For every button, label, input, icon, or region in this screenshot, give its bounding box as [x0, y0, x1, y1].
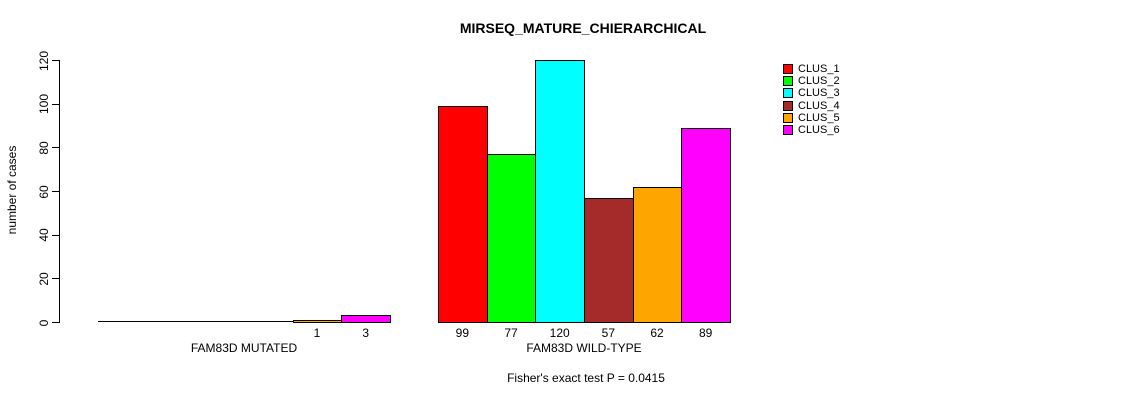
legend-label: CLUS_4	[798, 99, 840, 112]
legend-row: CLUS_3	[783, 87, 840, 99]
bar-value-label: 99	[455, 326, 470, 340]
bar-value-label: 89	[698, 326, 713, 340]
legend-swatch	[783, 100, 793, 111]
y-tick	[52, 60, 59, 61]
legend-swatch	[783, 88, 793, 99]
bar-clus_5	[632, 186, 683, 323]
y-tick-label: 20	[37, 272, 51, 286]
bar-clus_1	[438, 105, 488, 323]
bar-clus_1-zero	[98, 321, 148, 322]
legend-swatch	[783, 64, 793, 75]
y-tick	[52, 322, 59, 323]
y-tick	[52, 234, 59, 236]
bar-clus_6	[341, 315, 391, 323]
legend: CLUS_1 CLUS_2 CLUS_3 CLUS_4 CLUS_5 CLUS_6	[783, 63, 840, 136]
bar-value-label: 57	[601, 326, 616, 340]
y-tick-label: 0	[37, 319, 51, 326]
bar-clus_2-zero	[146, 321, 197, 322]
bar-value-label: 62	[650, 326, 664, 340]
bar-value-label: 120	[549, 326, 570, 340]
legend-label: CLUS_6	[798, 124, 840, 137]
fisher-test-caption: Fisher's exact test P = 0.0415	[507, 371, 665, 385]
legend-swatch	[783, 76, 793, 87]
y-tick	[52, 278, 59, 280]
bar-value-label: 77	[504, 326, 518, 340]
y-tick-label: 100	[37, 94, 51, 115]
bar-clus_5	[292, 319, 343, 323]
group-label: FAM83D MUTATED	[190, 341, 298, 355]
bar-clus_6	[681, 127, 731, 323]
y-tick-label: 60	[37, 184, 51, 199]
legend-label: CLUS_1	[798, 63, 840, 76]
bar-clus_2	[486, 153, 537, 323]
legend-row: CLUS_5	[783, 112, 840, 124]
legend-label: CLUS_2	[798, 75, 840, 88]
y-axis-label: number of cases	[5, 145, 19, 235]
y-tick-label: 80	[37, 141, 51, 155]
chart-title: MIRSEQ_MATURE_CHIERARCHICAL	[459, 20, 707, 36]
group-label: FAM83D WILD-TYPE	[526, 341, 642, 355]
legend-row: CLUS_6	[783, 124, 840, 136]
bar-clus_3	[535, 60, 585, 323]
y-tick-label: 40	[37, 228, 51, 242]
bar-clus_4	[584, 197, 634, 323]
legend-label: CLUS_5	[798, 111, 840, 124]
y-tick-label: 120	[37, 50, 51, 71]
bar-clus_3-zero	[195, 321, 245, 322]
legend-row: CLUS_4	[783, 100, 840, 112]
legend-row: CLUS_1	[783, 63, 840, 75]
bar-value-label: 3	[362, 326, 370, 340]
y-tick	[52, 103, 59, 105]
bar-value-label: 1	[313, 326, 321, 340]
bar-clus_4-zero	[244, 321, 294, 322]
legend-label: CLUS_3	[798, 87, 840, 100]
y-tick	[52, 147, 59, 149]
y-tick	[52, 191, 59, 192]
legend-swatch	[783, 112, 793, 123]
legend-swatch	[783, 125, 793, 136]
legend-row: CLUS_2	[783, 75, 840, 87]
y-axis-line	[59, 60, 60, 323]
